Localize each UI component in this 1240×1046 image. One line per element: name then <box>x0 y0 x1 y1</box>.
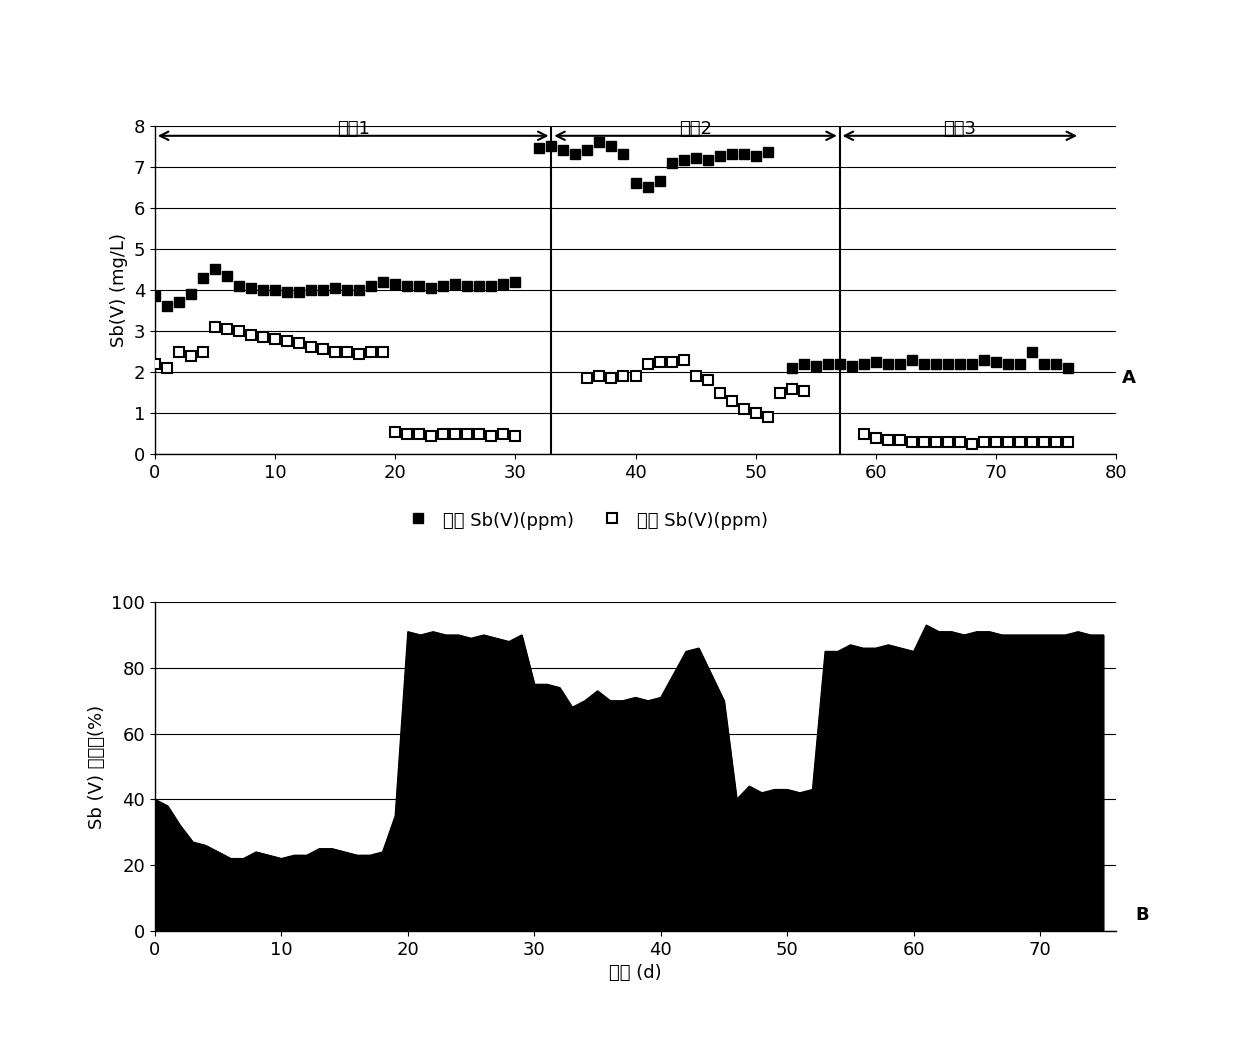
Legend: 进水 Sb(V)(ppm), 出水 Sb(V)(ppm): 进水 Sb(V)(ppm), 出水 Sb(V)(ppm) <box>399 503 775 538</box>
X-axis label: 天数 (d): 天数 (d) <box>609 964 662 982</box>
Y-axis label: Sb (V) 去除率(%): Sb (V) 去除率(%) <box>88 705 105 828</box>
Text: 阶况3: 阶况3 <box>944 120 976 138</box>
Text: A: A <box>1122 369 1136 387</box>
Text: B: B <box>1135 906 1148 924</box>
Y-axis label: Sb(V) (mg/L): Sb(V) (mg/L) <box>110 233 128 347</box>
Text: 阶况2: 阶况2 <box>680 120 712 138</box>
Text: 阶况1: 阶况1 <box>337 120 370 138</box>
